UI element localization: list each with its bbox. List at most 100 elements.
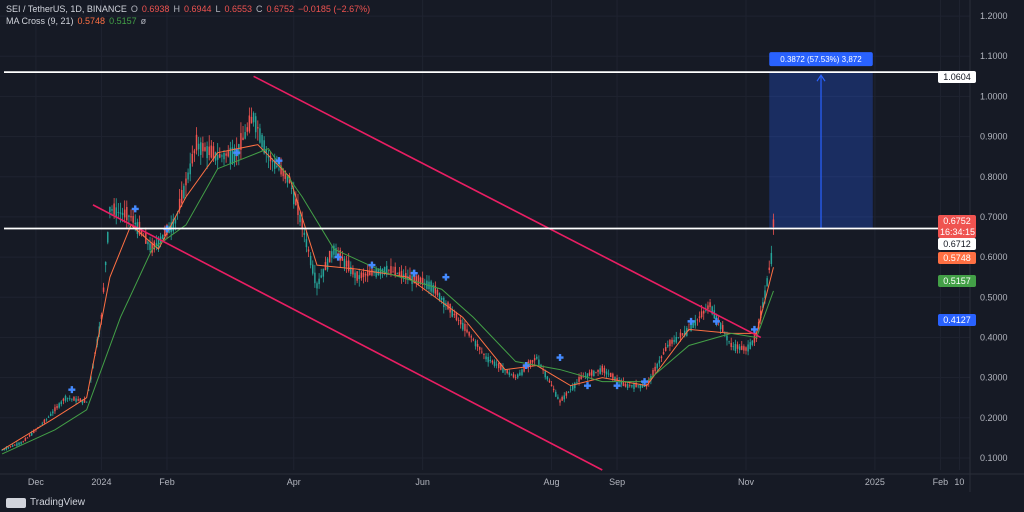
candle-body [474, 340, 477, 347]
candle-body [398, 272, 401, 276]
candle-body [47, 416, 50, 418]
candle-body [233, 147, 236, 162]
ma-cross-marker [613, 382, 621, 390]
candle-body [345, 260, 348, 267]
candle-body [318, 278, 320, 285]
candle-body [331, 251, 333, 258]
candle-body [683, 330, 686, 336]
candle-body [624, 384, 627, 387]
candle-body [472, 339, 475, 341]
symbol-title[interactable]: SEI / TetherUS, 1D, BINANCE [6, 4, 127, 14]
candle-body [151, 242, 153, 253]
candle-body [362, 272, 365, 278]
candle-body [402, 274, 405, 278]
candle-body [297, 202, 299, 216]
candle-body [284, 170, 287, 179]
candle-body [126, 207, 128, 221]
ma-cross-marker [712, 317, 720, 325]
candle-body [599, 368, 601, 374]
candle-body [282, 169, 284, 177]
measure-base-price-tag: 0.4127 [938, 314, 976, 326]
candle-body [66, 397, 69, 399]
candle-body [559, 400, 561, 403]
support-price-tag: 0.6712 [938, 238, 976, 250]
ma-cross-marker [750, 325, 758, 333]
time-axis-label: 2025 [865, 477, 885, 487]
candle-body [18, 442, 20, 445]
candle-body [68, 398, 71, 400]
candle-body [514, 377, 517, 379]
candle-body [140, 230, 143, 235]
visibility-icon[interactable]: ø [140, 16, 147, 26]
candle-body [656, 363, 658, 369]
candle-body [343, 258, 346, 268]
candle-body [506, 369, 508, 374]
candle-body [238, 143, 240, 156]
candle-body [71, 398, 73, 400]
candle-body [9, 446, 12, 448]
candle-body [578, 376, 580, 382]
ma-cross-marker [583, 382, 591, 390]
candle-body [620, 381, 623, 385]
measure-label-background [769, 52, 873, 67]
candle-body [457, 319, 460, 321]
candle-body [58, 403, 60, 408]
candle-body [664, 347, 667, 351]
indicator-name[interactable]: MA Cross (9, 21) [6, 16, 74, 26]
price-axis-label: 0.9000 [980, 132, 1008, 142]
ma-slow-value: 0.5157 [109, 16, 137, 26]
low-value: 0.6553 [224, 4, 253, 14]
candle-body [760, 310, 762, 319]
high-value: 0.6944 [183, 4, 212, 14]
candle-body [675, 336, 677, 343]
candle-body [722, 325, 724, 333]
candle-body [20, 442, 22, 444]
candle-body [75, 398, 77, 402]
candle-body [79, 398, 82, 402]
candle-body [493, 361, 496, 366]
candle-body [187, 172, 189, 180]
candle-body [519, 372, 521, 376]
candle-body [743, 346, 745, 351]
candle-body [409, 275, 411, 280]
candle-body [115, 207, 117, 218]
candle-body [770, 252, 773, 264]
candle-body [191, 153, 194, 164]
candle-body [54, 407, 56, 412]
candle-body [531, 360, 534, 363]
candle-body [692, 322, 694, 328]
candle-body [500, 363, 502, 370]
candle-body [590, 370, 593, 376]
candle-body [225, 153, 227, 156]
candle-body [487, 356, 489, 363]
candle-body [622, 381, 625, 386]
candle-body [607, 373, 610, 375]
tradingview-footer[interactable]: TradingView [6, 497, 85, 508]
candle-body [30, 432, 33, 436]
ma-cross-marker [68, 386, 76, 394]
candle-body [557, 396, 559, 400]
candle-body [679, 332, 682, 338]
candle-body [117, 212, 120, 213]
candle-body [529, 360, 532, 366]
candle-body [510, 374, 513, 376]
candle-body [375, 269, 377, 277]
candle-body [293, 190, 295, 205]
candle-body [26, 437, 29, 439]
candle-body [476, 343, 479, 347]
candle-body [732, 345, 735, 347]
candle-body [200, 142, 202, 155]
price-axis-label: 1.1000 [980, 51, 1008, 61]
candle-body [392, 271, 394, 273]
candle-body [629, 385, 631, 387]
candle-body [248, 115, 251, 132]
candle-body [711, 306, 713, 315]
candle-body [734, 343, 737, 352]
candle-body [705, 309, 707, 311]
candle-body [485, 356, 487, 360]
candle-body [662, 352, 665, 355]
candle-body [132, 215, 134, 223]
candle-body [16, 443, 18, 446]
candle-body [155, 243, 158, 246]
